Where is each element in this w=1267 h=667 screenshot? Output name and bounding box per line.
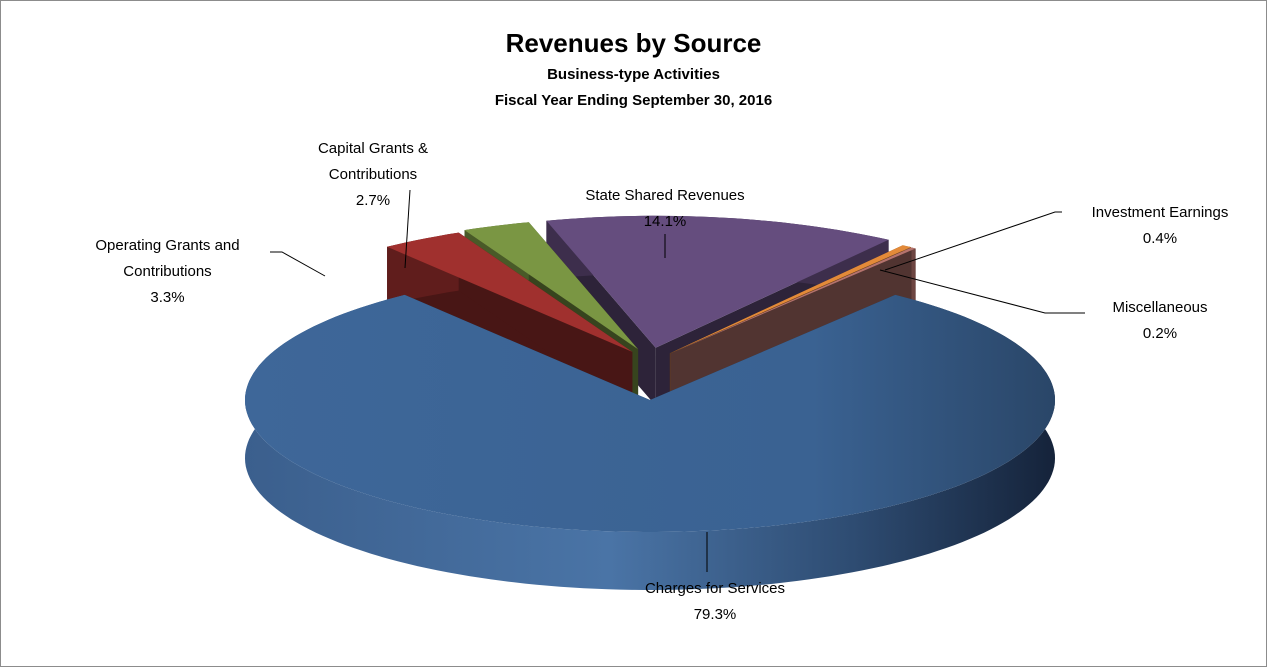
chart-subtitle: Fiscal Year Ending September 30, 2016	[494, 92, 773, 109]
slice-top	[670, 247, 916, 354]
slice-top	[669, 245, 911, 354]
slice-top	[387, 232, 633, 352]
value-label: 14.1%	[643, 213, 687, 230]
value-label: 0.2%	[1142, 325, 1178, 342]
value-label: 2.7%	[355, 192, 391, 209]
category-label: Charges for Services	[644, 580, 786, 597]
slice-label: Capital Grants & Contributions 2.7%	[298, 136, 448, 214]
leader-line	[270, 251, 326, 277]
slice-top	[464, 222, 639, 350]
leader-lines	[270, 189, 1085, 572]
slice-top	[245, 294, 1055, 532]
slice-label: Investment Earnings 0.4%	[1060, 200, 1260, 252]
chart-subtitle: Business-type Activities	[547, 66, 720, 83]
pie-slice	[245, 294, 1055, 590]
slice-wall	[245, 294, 1055, 590]
category-label: Investment Earnings	[1091, 204, 1229, 221]
slice-wall	[911, 247, 916, 307]
value-label: 79.3%	[693, 606, 737, 623]
leader-line	[879, 269, 1085, 314]
slice-top	[546, 215, 889, 348]
value-label: 0.4%	[1142, 230, 1178, 247]
category-label: Miscellaneous	[1112, 299, 1208, 316]
category-label: Operating Grants and Contributions	[95, 237, 240, 280]
slice-label: Operating Grants and Contributions 3.3%	[60, 233, 275, 311]
slice-label: Charges for Services 79.3%	[615, 576, 815, 628]
slice-label: Miscellaneous 0.2%	[1060, 295, 1260, 347]
value-label: 3.3%	[150, 289, 185, 306]
category-label: State Shared Revenues	[585, 187, 745, 204]
leader-line	[884, 211, 1062, 271]
category-label: Capital Grants & Contributions	[317, 140, 429, 183]
leader-line	[404, 189, 411, 269]
chart-title: Revenues by Source	[505, 28, 762, 58]
slice-label: State Shared Revenues 14.1%	[540, 183, 790, 235]
